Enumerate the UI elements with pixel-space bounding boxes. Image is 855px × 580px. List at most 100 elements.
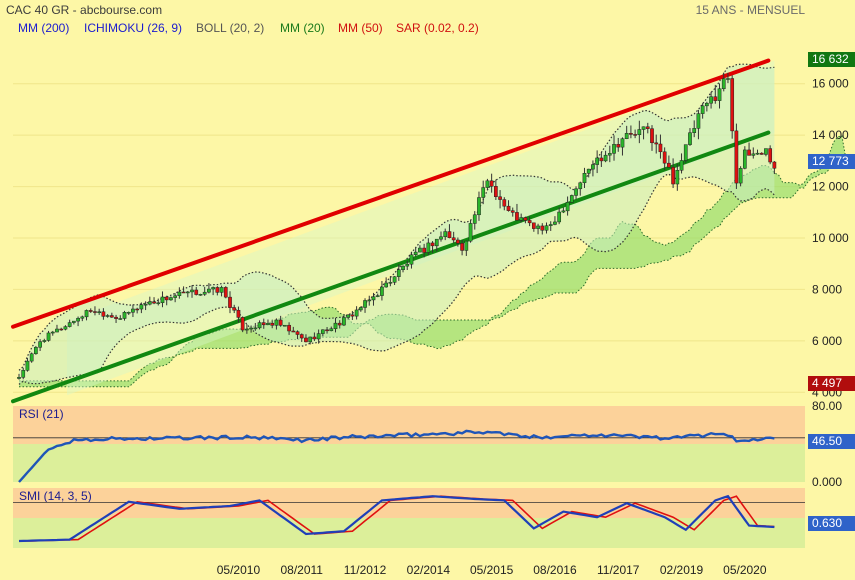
candle-body: [738, 168, 743, 184]
candle-body: [494, 186, 498, 197]
candle-body: [413, 251, 418, 256]
candle-body: [202, 291, 207, 295]
candle-body: [156, 302, 161, 305]
candle-body: [607, 153, 612, 156]
candle-body: [540, 225, 545, 231]
candle-body: [755, 152, 760, 155]
candle-body: [29, 353, 34, 362]
candle-body: [637, 129, 642, 135]
trendline-lower: [11, 130, 771, 404]
candle-body: [291, 330, 296, 333]
candle-body: [139, 304, 144, 310]
candle-body: [569, 195, 574, 203]
candle-body: [603, 154, 608, 162]
candle-body: [232, 307, 237, 311]
candle-body: [375, 295, 380, 297]
candle-body: [274, 319, 279, 326]
candle-body: [342, 317, 346, 326]
candle-body: [692, 128, 697, 133]
candle-body: [21, 370, 26, 378]
tag-rsi-value: 46.50: [808, 434, 855, 449]
indicator-mm50[interactable]: MM (50): [338, 21, 383, 35]
candle-body: [198, 294, 203, 296]
candle-body: [266, 322, 270, 326]
candle-body: [55, 328, 59, 333]
rsi-panel-label: RSI (21): [19, 407, 64, 421]
candle-body: [59, 328, 64, 331]
candle-body: [506, 205, 511, 211]
candle-body: [207, 288, 211, 293]
y-tick-label: 14 000: [812, 128, 849, 142]
trendline-upper: [11, 58, 771, 329]
candle-body: [586, 168, 591, 174]
candle-body: [219, 287, 224, 293]
candle-body: [578, 182, 583, 190]
x-tick-label: 08/2011: [280, 563, 323, 577]
candle-body: [654, 142, 659, 145]
candle-body: [485, 180, 490, 188]
indicator-mm20[interactable]: MM (20): [280, 21, 325, 35]
candle-body: [105, 315, 110, 317]
candle-body: [675, 169, 680, 185]
candle-body: [367, 299, 372, 302]
candle-body: [434, 238, 439, 247]
candle-body: [658, 143, 663, 153]
candle-body: [25, 360, 30, 371]
candle-body: [384, 282, 388, 288]
candle-body: [287, 324, 291, 332]
candle-body: [401, 265, 405, 270]
indicator-sar[interactable]: SAR (0.02, 0.2): [396, 21, 479, 35]
candle-body: [363, 300, 367, 308]
indicator-ichimoku[interactable]: ICHIMOKU (26, 9): [84, 21, 183, 35]
candle-body: [679, 160, 684, 171]
candle-body: [561, 210, 566, 213]
candle-body: [333, 322, 338, 329]
candle-body: [772, 161, 777, 169]
candle-body: [751, 153, 756, 156]
x-tick-label: 11/2012: [344, 563, 387, 577]
candle-body: [350, 314, 355, 317]
candle-body: [418, 247, 422, 253]
candle-body: [409, 254, 414, 265]
candle-body: [249, 327, 253, 330]
candle-body: [245, 328, 249, 331]
candle-body: [253, 327, 258, 330]
candle-body: [17, 377, 21, 379]
candle-body: [299, 334, 304, 339]
y-tick-label: 16 000: [812, 77, 849, 91]
smi-zone-lower: [13, 518, 805, 548]
candle-body: [515, 212, 519, 221]
indicator-mm200[interactable]: MM (200): [18, 21, 70, 35]
candle-body: [152, 301, 156, 304]
candle-body: [667, 162, 671, 168]
candle-body: [768, 148, 773, 163]
candle-body: [502, 199, 507, 207]
candle-body: [164, 296, 169, 301]
candle-body: [392, 276, 397, 283]
candle-body: [460, 243, 464, 251]
candle-body: [38, 341, 42, 348]
candle-body: [662, 151, 667, 164]
indicator-bollinger[interactable]: BOLL (20, 2): [196, 21, 265, 35]
ichimoku-cloud: [19, 135, 855, 387]
tag-low-price: 4 497: [808, 376, 855, 391]
candle-body: [730, 78, 735, 132]
candle-body: [620, 138, 625, 148]
candle-body: [742, 149, 747, 169]
candle-body: [67, 322, 72, 327]
candle-body: [726, 78, 730, 80]
candle-body: [283, 324, 287, 327]
candle-body: [759, 152, 764, 155]
x-tick-label: 08/2016: [533, 563, 577, 577]
candle-body: [181, 291, 186, 294]
candle-body: [531, 222, 536, 229]
bollinger-band-fill: [19, 64, 775, 385]
smi-panel-label: SMI (14, 3, 5): [19, 489, 92, 503]
rsi-tick-label: 80.00: [812, 399, 842, 413]
candle-body: [430, 242, 435, 247]
candle-body: [439, 236, 443, 240]
candle-body: [50, 331, 55, 334]
candle-body: [46, 332, 51, 341]
candle-body: [308, 336, 313, 343]
